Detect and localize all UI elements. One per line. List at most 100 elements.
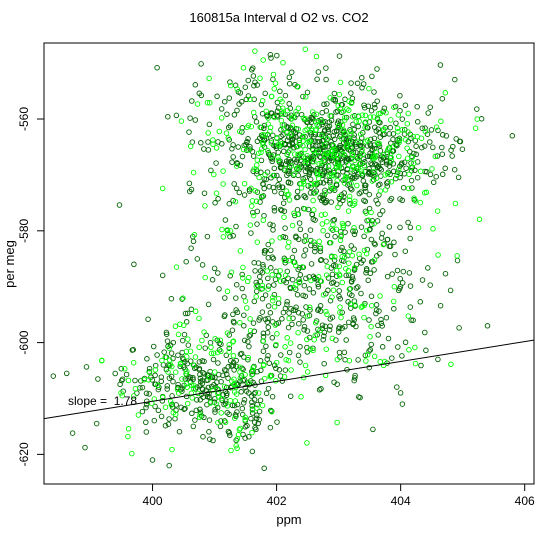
data-point	[442, 270, 449, 277]
data-point	[350, 121, 356, 128]
data-point	[119, 376, 126, 382]
data-point	[448, 147, 454, 153]
data-point	[385, 145, 392, 151]
data-point	[323, 346, 330, 352]
data-point	[249, 403, 255, 409]
data-point	[346, 249, 353, 255]
data-point	[188, 382, 195, 388]
data-point	[302, 160, 309, 166]
data-point	[266, 183, 272, 190]
data-point	[357, 394, 363, 401]
data-point	[178, 118, 185, 124]
data-point	[234, 107, 240, 114]
data-point	[273, 359, 280, 366]
data-point	[319, 121, 325, 128]
data-point	[275, 300, 282, 306]
data-point	[397, 92, 403, 99]
data-point	[300, 133, 306, 140]
data-point	[331, 172, 337, 179]
data-point	[247, 316, 253, 322]
data-point	[186, 129, 192, 135]
data-point	[269, 335, 276, 341]
data-point	[189, 395, 195, 401]
data-point	[275, 141, 282, 147]
data-point	[201, 146, 207, 152]
data-point	[259, 295, 266, 302]
data-point	[359, 112, 366, 118]
data-point	[302, 116, 309, 122]
data-point	[208, 344, 214, 351]
data-point	[183, 319, 190, 325]
data-point	[229, 402, 236, 409]
data-point	[337, 229, 344, 235]
data-point	[274, 419, 280, 425]
data-point	[175, 390, 182, 396]
data-point	[395, 344, 401, 350]
data-point	[210, 137, 216, 143]
data-point	[310, 290, 317, 296]
data-point	[254, 82, 260, 88]
data-point	[166, 345, 172, 351]
data-point	[196, 359, 203, 365]
data-point	[456, 138, 463, 145]
data-point	[312, 332, 319, 339]
data-point	[368, 160, 374, 166]
data-point	[259, 269, 266, 276]
data-point	[304, 349, 311, 355]
data-point	[264, 112, 270, 118]
data-point	[260, 57, 266, 63]
data-point	[315, 274, 322, 280]
data-point	[190, 362, 197, 368]
data-point	[350, 315, 357, 321]
data-point	[237, 128, 243, 135]
data-point	[281, 208, 288, 214]
data-point	[227, 123, 234, 129]
data-point	[308, 155, 314, 162]
data-point	[146, 369, 153, 376]
data-point	[356, 190, 363, 197]
data-point	[256, 416, 262, 423]
data-point	[395, 166, 402, 173]
data-point	[339, 220, 346, 227]
data-point	[368, 107, 375, 114]
data-point	[302, 206, 308, 212]
data-point	[332, 98, 339, 104]
data-point	[370, 153, 377, 159]
data-point	[341, 151, 348, 158]
data-point	[371, 257, 378, 263]
data-point	[324, 311, 330, 318]
data-point	[238, 389, 244, 395]
data-point	[239, 153, 246, 160]
data-point	[331, 257, 338, 263]
data-point	[130, 359, 137, 366]
data-point	[336, 263, 342, 270]
data-point	[206, 75, 212, 82]
data-point	[328, 226, 334, 232]
data-point	[351, 135, 357, 141]
data-point	[276, 184, 282, 190]
data-point	[439, 95, 446, 102]
data-point	[304, 126, 310, 133]
data-point	[344, 155, 350, 161]
data-point	[280, 132, 286, 138]
data-point	[200, 386, 206, 393]
data-point	[267, 51, 274, 58]
data-point	[223, 392, 230, 399]
data-point	[331, 153, 337, 159]
data-point	[185, 375, 191, 382]
data-point	[311, 181, 318, 187]
data-point	[269, 297, 276, 304]
data-point	[328, 254, 335, 260]
data-point	[356, 251, 362, 258]
data-point	[190, 169, 197, 176]
data-point	[185, 342, 192, 348]
data-point	[145, 377, 152, 383]
data-point	[200, 433, 206, 440]
data-point	[284, 151, 291, 158]
data-point	[283, 158, 290, 164]
data-point	[304, 89, 311, 96]
data-point	[210, 437, 216, 444]
data-point	[340, 197, 346, 204]
data-point	[334, 177, 340, 184]
data-point	[419, 125, 426, 131]
